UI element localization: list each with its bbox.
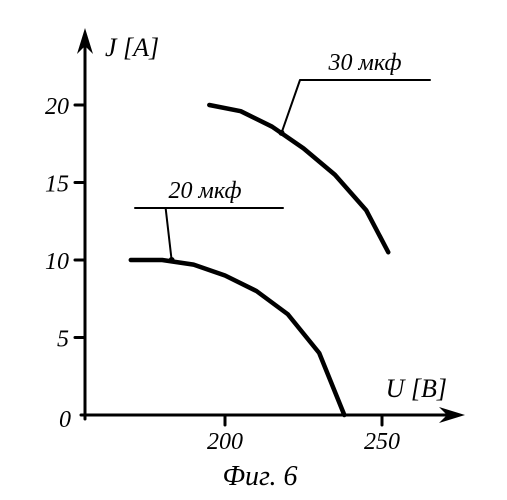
leader-line-30	[282, 80, 430, 133]
curve-20-мкф	[131, 260, 345, 415]
figure-caption: Фиг. 6	[222, 461, 297, 492]
y-tick-label: 10	[45, 249, 69, 275]
y-axis-label: J [A]	[105, 33, 159, 62]
series-label-30: 30 мкф	[328, 50, 402, 76]
x-tick-label: 250	[364, 429, 400, 455]
leader-line-20	[135, 208, 283, 260]
y-tick-label: 5	[57, 327, 69, 353]
y-tick-label: 15	[45, 172, 69, 198]
series-label-20: 20 мкф	[169, 178, 242, 204]
x-axis-label: U [В]	[386, 374, 447, 403]
y-tick-label: 20	[45, 94, 69, 120]
iv-curve-chart: 51015200200250J [A]U [В]30 мкф20 мкфФиг.…	[0, 0, 507, 500]
x-tick-label: 200	[207, 429, 243, 455]
origin-label: 0	[59, 407, 71, 433]
